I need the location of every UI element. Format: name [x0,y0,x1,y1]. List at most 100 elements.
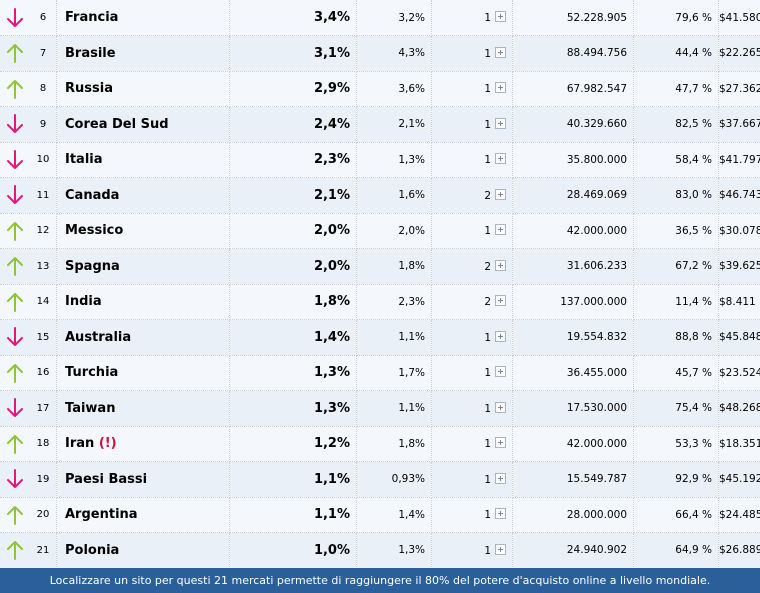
rank-cell: 16 [30,355,57,391]
users-cell: 40.329.660 [512,106,634,143]
penetration-cell: 47,7 % [633,71,719,107]
arrow-up-icon [0,43,30,64]
country-cell: Spagna [56,248,230,285]
rank-cell: 15 [30,319,57,356]
country-cell: Canada [56,177,230,214]
expand-plus-icon[interactable] [495,11,506,22]
country-name: Canada [65,187,120,203]
share-cell: 2,3% [229,142,357,178]
arrow-up-icon [0,505,30,525]
languages-count: 1 [484,473,491,486]
growth-cell: 1,8% [356,426,432,462]
expand-plus-icon[interactable] [495,401,506,413]
languages-cell: 1 [431,71,513,107]
languages-count: 1 [484,544,491,557]
penetration-cell: 88,8 % [633,319,719,356]
languages-cell: 1 [431,461,513,498]
growth-cell: 0,93% [356,461,432,498]
arrow-up-icon [0,540,30,561]
users-cell: 31.606.233 [512,248,634,285]
expand-plus-icon[interactable] [495,117,506,129]
languages-count: 1 [484,367,491,380]
languages-count: 1 [484,118,491,131]
expand-plus-icon[interactable] [495,330,506,342]
country-cell: Argentina [56,497,230,533]
share-cell: 3,1% [229,35,357,72]
languages-count: 1 [484,402,491,415]
arrow-up-icon [0,434,30,454]
penetration-cell: 36,5 % [633,213,719,249]
arrow-down-icon [0,114,30,134]
languages-cell: 1 [431,213,513,249]
gdp-cell: $45.848 [718,319,760,356]
languages-cell: 1 [431,355,513,391]
users-cell: 35.800.000 [512,142,634,178]
expand-plus-icon[interactable] [495,437,506,449]
arrow-down-icon [0,7,30,28]
users-cell: 24.940.902 [512,532,634,569]
expand-plus-icon[interactable] [495,508,506,520]
gdp-cell: $22.265 [718,35,760,72]
languages-count: 1 [484,154,491,167]
country-name: Paesi Bassi [65,471,148,487]
share-cell: 1,3% [229,355,357,391]
growth-cell: 3,6% [356,71,432,107]
share-cell: 1,2% [229,426,357,462]
rank-cell: 18 [30,426,57,462]
expand-plus-icon[interactable] [495,82,506,94]
table-row: 10 Italia 2,3% 1,3% 1 35.800.000 58,4 % $41.797 [0,142,760,178]
expand-plus-icon[interactable] [495,366,506,378]
country-cell: Messico [56,213,230,249]
country-cell: Turchia [56,355,230,391]
gdp-cell: $41.580 [718,0,760,36]
gdp-cell: $18.351 [718,426,760,462]
languages-count: 2 [484,296,491,309]
languages-cell: 1 [431,497,513,533]
country-cell: Iran (!) [56,426,230,462]
expand-plus-icon[interactable] [495,46,506,58]
table-row: 13 Spagna 2,0% 1,8% 2 31.606.233 67,2 % $39.625 [0,248,760,285]
rank-cell: 7 [30,35,57,72]
growth-cell: 1,1% [356,319,432,356]
arrow-down-icon [0,327,30,347]
table-body: 6 Francia 3,4% 3,2% 1 52.228.905 79,6 % $41.580… [0,0,760,569]
table-row: 16 Turchia 1,3% 1,7% 1 36.455.000 45,7 % $23.52… [0,355,760,391]
share-cell: 1,3% [229,390,357,427]
languages-cell: 1 [431,319,513,356]
growth-cell: 1,7% [356,355,432,391]
languages-cell: 1 [431,0,513,36]
share-cell: 1,1% [229,461,357,498]
penetration-cell: 82,5 % [633,106,719,143]
languages-cell: 1 [431,426,513,462]
country-cell: Italia [56,142,230,178]
expand-plus-icon[interactable] [495,224,506,236]
expand-plus-icon[interactable] [495,153,506,165]
country-cell: Russia [56,71,230,107]
gdp-cell: $8.411 [718,284,760,320]
gdp-cell: $37.667 [718,106,760,143]
country-cell: Polonia [56,532,230,569]
arrow-down-icon [0,149,30,170]
share-cell: 2,1% [229,177,357,214]
expand-plus-icon[interactable] [495,295,506,307]
expand-plus-icon[interactable] [495,472,506,484]
penetration-cell: 66,4 % [633,497,719,533]
languages-count: 1 [484,331,491,344]
expand-plus-icon[interactable] [495,259,506,271]
languages-cell: 1 [431,35,513,72]
expand-plus-icon[interactable] [495,543,506,555]
users-cell: 67.982.547 [512,71,634,107]
arrow-up-icon [0,363,30,383]
growth-cell: 1,3% [356,142,432,178]
expand-plus-icon[interactable] [495,188,506,200]
country-cell: Australia [56,319,230,356]
table-row: 11 Canada 2,1% 1,6% 2 28.469.069 83,0 % $46.743 [0,177,760,214]
users-cell: 52.228.905 [512,0,634,36]
gdp-cell: $39.625 [718,248,760,285]
languages-cell: 1 [431,106,513,143]
penetration-cell: 58,4 % [633,142,719,178]
country-name: India [65,294,102,310]
country-name: Brasile [65,45,116,61]
country-name: Australia [65,329,132,345]
gdp-cell: $24.485 [718,497,760,533]
